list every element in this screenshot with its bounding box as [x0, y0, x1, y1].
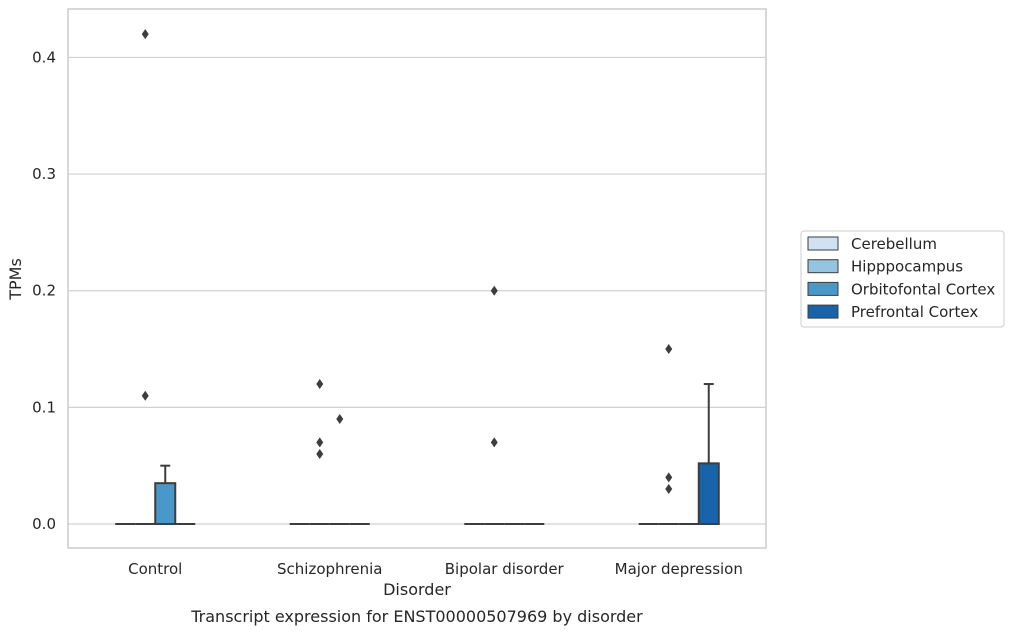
- legend-label: Cerebellum: [851, 235, 937, 253]
- legend-swatch: [807, 236, 839, 251]
- legend: Cerebellum Hipppocampus Orbitofontal Corte…: [800, 230, 1005, 328]
- box-orbitofontal-cortex: [154, 464, 177, 525]
- x-axis-title: Disorder: [383, 580, 451, 599]
- y-axis-ticks: 0.0 0.1 0.2 0.3 0.4: [32, 48, 56, 533]
- boxes: [115, 29, 720, 525]
- outlier-point: [490, 437, 498, 448]
- x-tick-label: Bipolar disorder: [445, 560, 565, 578]
- box: [697, 462, 720, 525]
- legend-label: Prefrontal Cortex: [851, 303, 978, 321]
- outlier-point: [141, 390, 149, 401]
- x-axis-ticks: Control Schizophrenia Bipolar disorder Majo…: [128, 560, 743, 578]
- box-prefrontal-cortex: [697, 383, 720, 525]
- legend-swatch: [807, 259, 839, 274]
- box-hipppocampus: [658, 344, 679, 525]
- y-tick-label: 0.0: [32, 515, 56, 533]
- outlier-point: [141, 29, 149, 40]
- legend-swatch: [807, 304, 839, 319]
- box-hipppocampus: [309, 379, 330, 525]
- x-tick-label: Schizophrenia: [277, 560, 382, 578]
- outlier-point: [316, 379, 324, 390]
- x-tick-label: Control: [128, 560, 182, 578]
- box-hipppocampus: [135, 29, 156, 525]
- outlier-point: [665, 344, 673, 355]
- outlier-point: [665, 484, 673, 495]
- outlier-point: [316, 449, 324, 460]
- outlier-point: [665, 472, 673, 483]
- outlier-point: [490, 285, 498, 296]
- box-hipppocampus: [484, 285, 505, 525]
- legend-frame: [800, 230, 1005, 328]
- outlier-point: [316, 437, 324, 448]
- legend-label: Hipppocampus: [851, 258, 963, 276]
- figure-caption: Transcript expression for ENST0000050796…: [190, 607, 643, 626]
- y-tick-label: 0.3: [32, 165, 56, 183]
- y-axis-title: TPMs: [6, 258, 25, 301]
- legend-label: Orbitofontal Cortex: [851, 280, 995, 298]
- plot-area: [67, 8, 767, 549]
- outlier-point: [336, 414, 344, 425]
- box: [154, 482, 177, 525]
- y-tick-label: 0.1: [32, 398, 56, 416]
- y-tick-label: 0.2: [32, 282, 56, 300]
- y-tick-label: 0.4: [32, 48, 56, 66]
- box-orbitofontal-cortex: [329, 414, 350, 525]
- x-tick-label: Major depression: [615, 560, 743, 578]
- legend-swatch: [807, 281, 839, 296]
